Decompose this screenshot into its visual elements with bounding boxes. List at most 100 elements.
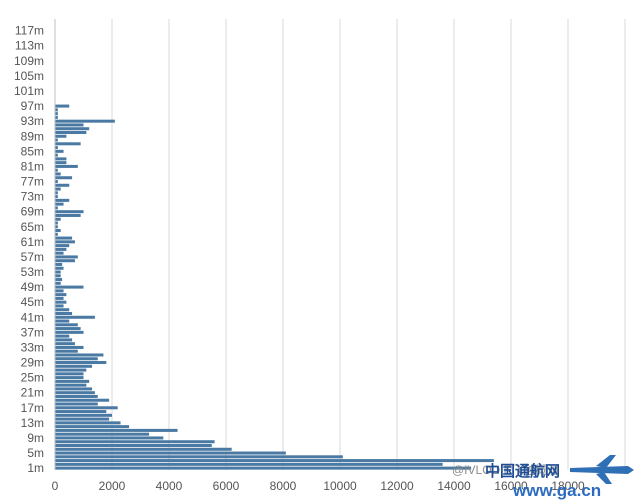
bar [55, 191, 58, 195]
y-tick-label: 5m [27, 446, 44, 460]
bar [55, 447, 232, 451]
bar [55, 398, 110, 402]
y-tick-label: 29m [21, 356, 44, 370]
bar [55, 176, 73, 180]
bar [55, 379, 90, 383]
bar [55, 130, 87, 134]
bar [55, 319, 70, 323]
bar [55, 342, 75, 346]
bar [55, 195, 58, 199]
x-tick-label: 6000 [213, 479, 240, 493]
x-tick-label: 8000 [270, 479, 297, 493]
y-tick-label: 1m [27, 461, 44, 475]
bar [55, 349, 78, 353]
watermark-handle: @IVLODIE飞越概测 [452, 463, 560, 477]
bar [55, 255, 78, 259]
y-tick-label: 53m [21, 265, 44, 279]
y-tick-label: 57m [21, 250, 44, 264]
bar [55, 115, 58, 119]
y-tick-label: 17m [21, 401, 44, 415]
bar [55, 406, 118, 410]
bar [55, 327, 81, 331]
bar [55, 149, 64, 153]
bar [55, 289, 64, 293]
y-tick-label: 77m [21, 175, 44, 189]
x-tick-label: 16000 [494, 479, 528, 493]
bar [55, 142, 81, 146]
bar [55, 183, 70, 187]
bar [55, 296, 64, 300]
bar [55, 278, 63, 282]
x-tick-label: 0 [52, 479, 59, 493]
bar [55, 161, 67, 165]
bar [55, 210, 84, 214]
y-tick-label: 49m [21, 280, 44, 294]
bar [55, 127, 90, 131]
y-tick-label: 45m [21, 295, 44, 309]
bar [55, 198, 70, 202]
bar [55, 172, 61, 176]
bar [55, 376, 84, 380]
y-tick-label: 9m [27, 431, 44, 445]
bar [55, 146, 58, 150]
bar [55, 266, 64, 270]
tick-labels: 0 2000 4000 6000 8000 10000 12000 14000 16000 180… [14, 24, 585, 493]
bar [55, 387, 93, 391]
bar [55, 157, 67, 161]
y-tick-label: 37m [21, 325, 44, 339]
bar [55, 187, 61, 191]
x-tick-label: 4000 [156, 479, 183, 493]
bar [55, 221, 58, 225]
bar [55, 259, 75, 263]
bar [55, 421, 121, 425]
bar [55, 304, 64, 308]
x-tick-label: 18000 [551, 479, 585, 493]
bar [55, 285, 84, 289]
watermark: @IVLODIE飞越概测 中国通航网 www.ga.cn [452, 455, 634, 500]
bar [55, 164, 78, 168]
bar [55, 383, 87, 387]
bar [55, 428, 178, 432]
y-tick-label: 109m [14, 54, 44, 68]
bar [55, 436, 164, 440]
bar [55, 440, 215, 444]
bar [55, 168, 58, 172]
bar [55, 236, 73, 240]
y-tick-label: 89m [21, 129, 44, 143]
bar [55, 240, 75, 244]
bar [55, 402, 98, 406]
bar [55, 108, 58, 112]
bar [55, 361, 107, 365]
bar [55, 119, 115, 123]
bar [55, 262, 63, 266]
bar [55, 134, 67, 138]
bar [55, 459, 494, 463]
y-tick-label: 81m [21, 159, 44, 173]
bar [55, 153, 58, 157]
grid-lines [111, 19, 626, 470]
bar [55, 300, 67, 304]
bar [55, 345, 84, 349]
bar [55, 251, 64, 255]
bar [55, 104, 70, 108]
y-tick-label: 65m [21, 220, 44, 234]
y-tick-label: 105m [14, 69, 44, 83]
bar [55, 372, 84, 376]
y-tick-label: 113m [15, 39, 44, 53]
y-tick-label: 61m [21, 235, 44, 249]
x-tick-label: 2000 [99, 479, 126, 493]
bar [55, 225, 58, 229]
bar [55, 217, 61, 221]
watermark-domain: www.ga.cn [512, 481, 601, 500]
bar [55, 364, 93, 368]
y-tick-label: 41m [21, 310, 44, 324]
bar [55, 202, 64, 206]
y-tick-label: 33m [21, 340, 44, 354]
bar [55, 455, 343, 459]
bar [55, 138, 58, 142]
bar [55, 123, 84, 127]
y-tick-label: 117m [15, 24, 44, 38]
bar [55, 308, 70, 312]
bar [55, 206, 58, 210]
